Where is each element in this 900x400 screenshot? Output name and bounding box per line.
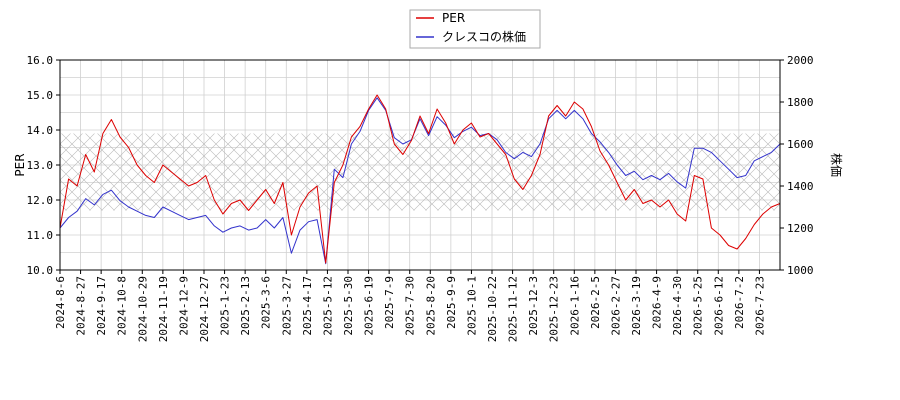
x-tick-label: 2024-12-9 [177, 276, 190, 336]
x-tick-label: 2025-9-9 [445, 276, 458, 329]
x-tick-label: 2025-1-23 [219, 276, 232, 336]
x-tick-label: 2026-7-2 [733, 276, 746, 329]
x-axis: 2024-8-6 2024-8-27 2024-9-17 2024-10-8 2024-… [54, 270, 766, 342]
y-axis-left-label: PER [13, 153, 27, 176]
y-tick-label-left: 11.0 [27, 229, 54, 242]
y-axis-left: 10.0 11.0 12.0 13.0 14.0 15.0 16.0 [27, 54, 60, 277]
x-tick-label: 2026-2-5 [589, 276, 602, 329]
y-tick-label-left: 16.0 [27, 54, 54, 67]
y-axis-right-label: 株価 [829, 153, 844, 177]
series-layer [59, 94, 781, 265]
x-tick-label: 2026-6-12 [712, 276, 725, 336]
x-tick-label: 2024-11-19 [157, 276, 170, 342]
y-tick-label-right: 1400 [787, 180, 814, 193]
y-tick-label-right: 2000 [787, 54, 814, 67]
y-tick-label-right: 1200 [787, 222, 814, 235]
x-tick-label: 2024-8-6 [54, 276, 67, 329]
x-tick-label: 2025-10-22 [486, 276, 499, 342]
x-tick-label: 2025-3-27 [280, 276, 293, 336]
x-tick-label: 2024-9-17 [95, 276, 108, 336]
x-tick-label: 2026-2-27 [609, 276, 622, 336]
x-tick-label: 2025-7-30 [404, 276, 417, 336]
x-tick-label: 2024-10-8 [116, 276, 129, 336]
x-tick-label: 2024-8-27 [75, 276, 88, 336]
x-tick-label: 2025-12-23 [548, 276, 561, 342]
series-line-per [59, 94, 781, 264]
legend: PER クレスコの株価 [409, 9, 541, 49]
x-tick-label: 2025-5-30 [342, 276, 355, 336]
x-tick-label: 2026-1-16 [568, 276, 581, 336]
x-tick-label: 2026-4-30 [671, 276, 684, 336]
y-tick-label-right: 1800 [787, 96, 814, 109]
x-tick-label: 2026-7-23 [753, 276, 766, 336]
x-tick-label: 2024-12-27 [198, 276, 211, 342]
x-tick-label: 2025-11-12 [507, 276, 520, 342]
legend-box [409, 9, 541, 49]
y-tick-label-left: 10.0 [27, 264, 54, 277]
x-tick-label: 2025-12-3 [527, 276, 540, 336]
x-tick-label: 2026-3-19 [630, 276, 643, 336]
legend-label-price: クレスコの株価 [442, 29, 526, 44]
series-line-price [59, 97, 781, 265]
x-tick-label: 2026-5-25 [692, 276, 705, 336]
y-tick-label-left: 12.0 [27, 194, 54, 207]
y-tick-label-left: 14.0 [27, 124, 54, 137]
x-tick-label: 2025-2-13 [239, 276, 252, 336]
y-axis-right: 1000 1200 1400 1600 1800 2000 [780, 54, 814, 277]
x-tick-label: 2025-7-9 [383, 276, 396, 329]
x-tick-label: 2025-8-20 [424, 276, 437, 336]
y-tick-label-right: 1000 [787, 264, 814, 277]
x-tick-label: 2025-10-1 [465, 276, 478, 336]
legend-label-per: PER [442, 11, 465, 25]
y-tick-label-left: 13.0 [27, 159, 54, 172]
x-tick-label: 2024-10-29 [136, 276, 149, 342]
x-tick-label: 2025-6-19 [363, 276, 376, 336]
x-tick-label: 2026-4-9 [651, 276, 664, 329]
x-tick-label: 2025-5-12 [321, 276, 334, 336]
x-tick-label: 2025-3-6 [260, 276, 273, 329]
y-tick-label-left: 15.0 [27, 89, 54, 102]
x-tick-label: 2025-4-17 [301, 276, 314, 336]
reference-band [60, 133, 780, 211]
y-tick-label-right: 1600 [787, 138, 814, 151]
